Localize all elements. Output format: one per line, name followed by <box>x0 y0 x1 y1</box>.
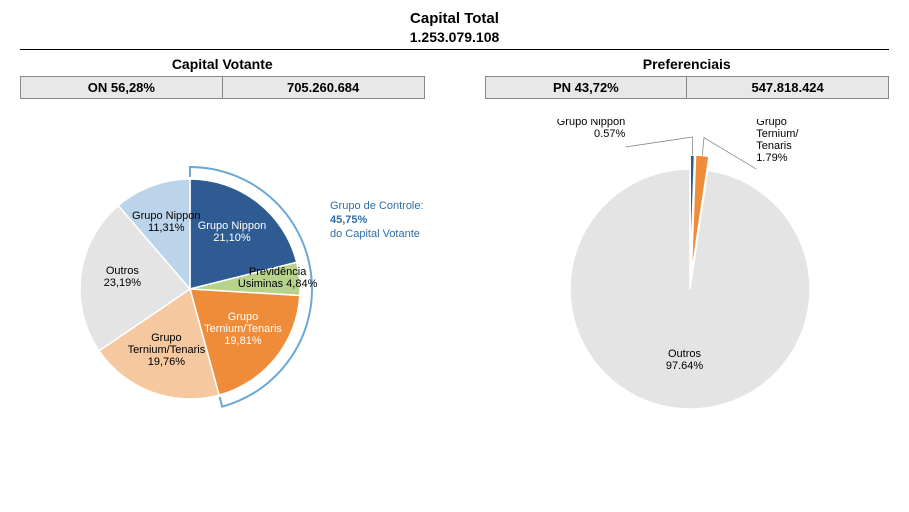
slice-label: 11,31% <box>148 222 185 234</box>
slice-label: 23,19% <box>104 277 142 289</box>
right-pie-chart: Grupo Nippon0.57% GrupoTernium/Tenaris1.7… <box>490 119 890 459</box>
left-pie-chart: Grupo Nippon21,10%PrevidênciaUsiminas 4,… <box>20 119 450 459</box>
slice-label: 19,81% <box>224 335 262 347</box>
left-pct: ON 56,28% <box>21 77 222 98</box>
right-val: 547.818.424 <box>686 77 888 98</box>
col-left: Capital Votante ON 56,28% 705.260.684 <box>20 56 425 99</box>
pie-slice <box>570 169 810 409</box>
charts-row: Grupo Nippon21,10%PrevidênciaUsiminas 4,… <box>20 119 889 459</box>
divider <box>20 49 889 50</box>
slice-label: Grupo <box>228 311 259 323</box>
left-val: 705.260.684 <box>222 77 424 98</box>
right-databox: PN 43,72% 547.818.424 <box>485 76 890 99</box>
slice-label: 0.57% <box>594 128 625 140</box>
right-header: Preferenciais <box>485 56 890 72</box>
slice-label: Tenaris <box>756 140 792 152</box>
right-chart-wrap: Grupo Nippon0.57% GrupoTernium/Tenaris1.7… <box>490 119 890 459</box>
slice-label: Grupo Nippon <box>557 119 626 128</box>
summary-columns: Capital Votante ON 56,28% 705.260.684 Pr… <box>20 56 889 99</box>
col-right: Preferenciais PN 43,72% 547.818.424 <box>485 56 890 99</box>
left-chart-wrap: Grupo Nippon21,10%PrevidênciaUsiminas 4,… <box>20 119 450 459</box>
slice-label: 19,76% <box>148 356 186 368</box>
right-pct: PN 43,72% <box>486 77 687 98</box>
slice-label: Outros <box>668 348 702 360</box>
slice-label: 1.79% <box>756 152 787 164</box>
slice-label: Ternium/ <box>756 128 799 140</box>
slice-label: Grupo <box>756 119 787 128</box>
slice-label: Grupo Nippon <box>198 220 267 232</box>
leader-line <box>625 137 692 155</box>
left-header: Capital Votante <box>20 56 425 72</box>
control-annotation: 45,75% <box>330 214 368 226</box>
slice-label: Ternium/Tenaris <box>128 344 206 356</box>
control-annotation: do Capital Votante <box>330 228 420 240</box>
slice-label: Outros <box>106 265 140 277</box>
left-databox: ON 56,28% 705.260.684 <box>20 76 425 99</box>
leader-line <box>702 138 756 169</box>
control-annotation: Grupo de Controle: <box>330 200 424 212</box>
slice-label: Ternium/Tenaris <box>204 323 282 335</box>
slice-label: Usiminas 4,84% <box>238 278 318 290</box>
slice-label: 97.64% <box>666 360 704 372</box>
slice-label: 21,10% <box>213 232 251 244</box>
slice-label: Grupo <box>151 332 182 344</box>
slice-label: Previdência <box>249 266 307 278</box>
page-total: 1.253.079.108 <box>20 29 889 45</box>
page-title: Capital Total <box>20 10 889 27</box>
slice-label: Grupo Nippon <box>132 210 201 222</box>
